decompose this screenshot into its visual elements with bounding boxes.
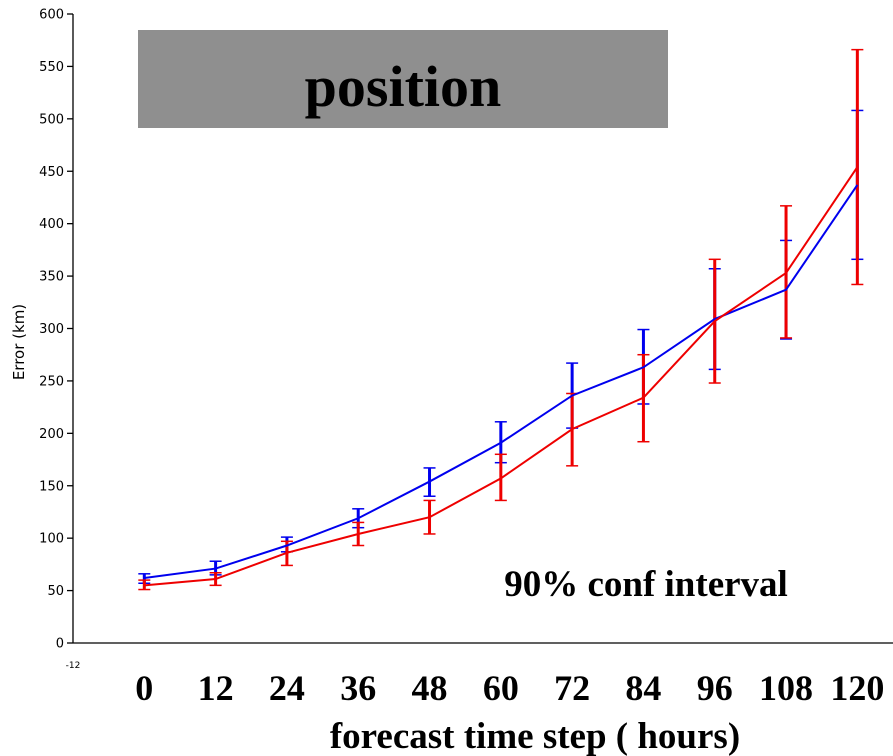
x-tick-label: 96: [697, 668, 733, 708]
y-tick-label: 50: [47, 584, 64, 599]
y-tick-label: 100: [39, 532, 64, 547]
title-box: [138, 30, 668, 128]
x-tick-label: 84: [625, 668, 661, 708]
y-tick-label: 250: [39, 374, 64, 389]
y-tick-label: 400: [39, 217, 64, 232]
x-tick-label: 12: [198, 668, 234, 708]
series-line-1: [144, 166, 859, 587]
y-tick-label: 350: [39, 270, 64, 285]
y-axis-label: Error (km): [10, 304, 28, 380]
chart-title: position: [305, 54, 502, 119]
x-axis-label: forecast time step ( hours): [330, 716, 740, 756]
x-tick-label: 108: [759, 668, 813, 708]
x-ticks: 0 12 24 36 48 60 72 84 96 108 120: [135, 668, 884, 708]
series-layer: [138, 48, 864, 591]
y-tick-label: 200: [39, 427, 64, 442]
y-tick-label: 450: [39, 165, 64, 180]
series-0: [138, 109, 864, 584]
y-tick-label: 0: [56, 637, 64, 652]
y-tick-label: 550: [39, 60, 64, 75]
x-tick-label: 36: [340, 668, 376, 708]
x-tick-label: 24: [269, 668, 305, 708]
x-tick-label: 0: [135, 668, 153, 708]
y-tick-label: 500: [39, 112, 64, 127]
series-line-0: [144, 184, 859, 579]
x-tick-label: 72: [554, 668, 590, 708]
y-tick-label: 300: [39, 322, 64, 337]
conf-interval-annotation: 90% conf interval: [504, 564, 788, 605]
x-tick-label: 60: [483, 668, 519, 708]
y-ticks: 0 50 100 150 200 250 300 350 400 450 500 550 600: [39, 8, 73, 652]
y-tick-label: 150: [39, 479, 64, 494]
x-axis-min-label: -12: [66, 661, 81, 671]
series-1: [138, 48, 864, 591]
y-tick-label: 600: [39, 8, 64, 23]
x-tick-label: 120: [830, 668, 884, 708]
x-tick-label: 48: [412, 668, 448, 708]
